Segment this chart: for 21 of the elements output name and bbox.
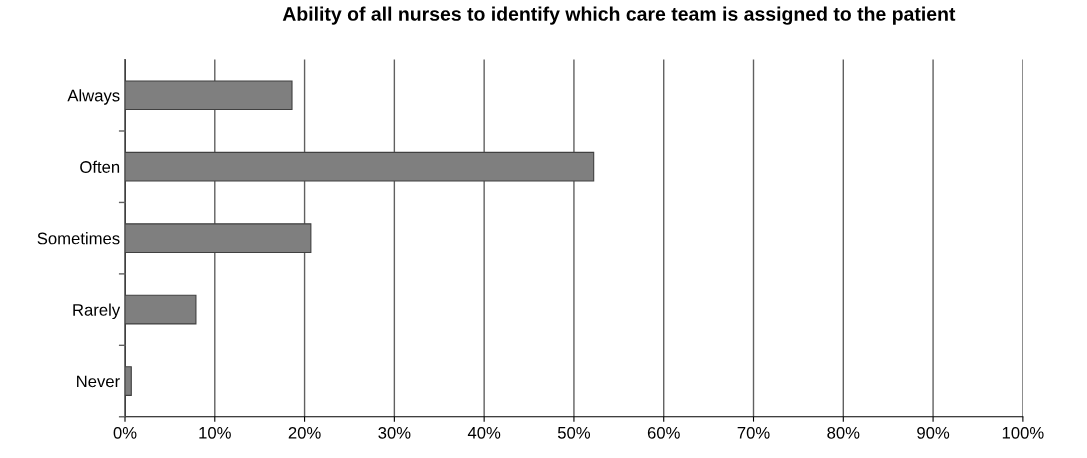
y-tick-label: Sometimes — [37, 232, 120, 245]
y-tick-label: Never — [77, 375, 120, 388]
bar — [125, 80, 293, 111]
chart-title: Ability of all nurses to identify which care team is assigned to the patient — [282, 6, 956, 25]
x-tick-label: 0% — [113, 426, 137, 439]
bar — [125, 294, 197, 325]
x-tick-label: 10% — [199, 426, 231, 439]
x-tick-label: 30% — [378, 426, 411, 439]
x-tick-label: 70% — [737, 426, 770, 439]
x-tick-label: 90% — [917, 426, 950, 439]
x-tick-label: 100% — [1002, 426, 1044, 439]
x-tick-label: 60% — [647, 426, 680, 439]
y-tick-label: Rarely — [73, 303, 121, 320]
x-tick-label: 20% — [288, 426, 321, 439]
x-tick-label: 80% — [827, 426, 860, 439]
bar — [125, 151, 595, 182]
y-tick-label: Often — [80, 160, 120, 173]
x-tick-label: 50% — [557, 426, 591, 439]
y-tick-label: Always — [67, 89, 120, 105]
x-tick-label: 40% — [467, 426, 501, 439]
bar — [125, 223, 312, 254]
